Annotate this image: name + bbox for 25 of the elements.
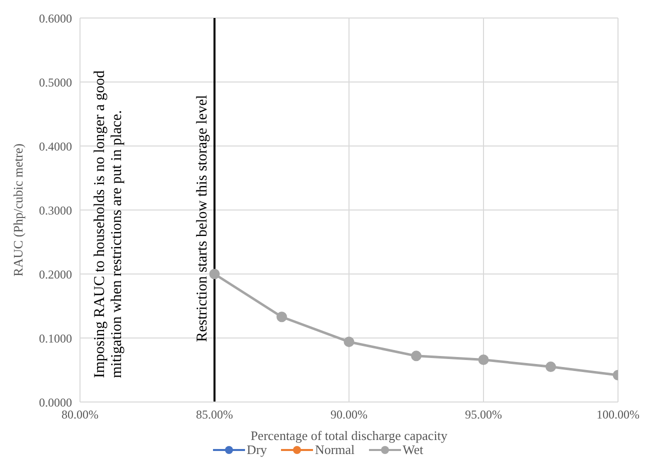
legend-label: Wet bbox=[402, 442, 424, 458]
ref-line-label: Restriction starts below this storage level bbox=[194, 94, 210, 342]
y-tick-label: 0.2000 bbox=[39, 267, 72, 282]
y-tick-label: 0.4000 bbox=[39, 139, 72, 154]
x-tick-label: 80.00% bbox=[62, 408, 98, 422]
x-tick-label: 95.00% bbox=[465, 408, 502, 422]
y-tick-label: 0.0000 bbox=[39, 395, 72, 410]
y-tick-label: 0.3000 bbox=[39, 203, 72, 218]
y-tick-label: 0.1000 bbox=[39, 331, 72, 346]
point bbox=[478, 354, 489, 366]
point bbox=[209, 268, 220, 280]
point bbox=[546, 362, 556, 372]
x-tick-label: 85.00% bbox=[196, 408, 233, 422]
point bbox=[411, 350, 422, 362]
x-axis-title: Percentage of total discharge capacity bbox=[250, 428, 448, 443]
legend-label: Normal bbox=[314, 442, 355, 458]
annotation: Imposing RAUC to households is no longer a good mitigation when restrictions are put in place. bbox=[92, 70, 126, 378]
y-tick-label: 0.6000 bbox=[39, 11, 72, 26]
x-tick-label: 90.00% bbox=[330, 408, 368, 422]
y-axis-title: RAUC (Php/cubic metre) bbox=[10, 144, 26, 276]
point bbox=[276, 312, 287, 322]
x-tick-label: 100.00% bbox=[596, 408, 640, 422]
point bbox=[344, 336, 354, 348]
legend-label: Dry bbox=[246, 442, 267, 458]
y-tick-label: 0.5000 bbox=[39, 75, 72, 90]
